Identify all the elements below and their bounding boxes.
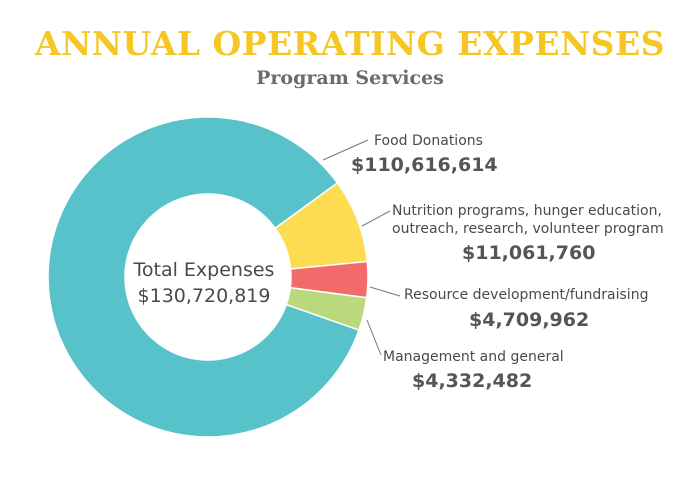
center-label: Total Expenses (133, 259, 275, 281)
value-resource-development: $4,709,962 (469, 309, 589, 331)
label-management-general: Management and general (383, 349, 564, 365)
center-value: $130,720,819 (138, 285, 271, 307)
value-management-general: $4,332,482 (412, 370, 532, 392)
label-nutrition-line-2: outreach, research, volunteer program (392, 221, 664, 237)
value-food-donations: $110,616,614 (351, 154, 498, 176)
slice-food-donations (47, 116, 360, 438)
donut-slices (47, 116, 369, 438)
value-nutrition-programs: $11,061,760 (462, 242, 595, 264)
chart-title: ANNUAL OPERATING EXPENSES (35, 24, 665, 63)
leader-line-food-donations (322, 139, 369, 161)
leader-line-resource-development (369, 286, 401, 297)
label-food-donations: Food Donations (374, 133, 483, 149)
slice-management-general (285, 286, 368, 332)
label-resource-development: Resource development/fundraising (404, 287, 648, 303)
leader-line-nutrition-programs (361, 210, 391, 227)
label-nutrition-line-1: Nutrition programs, hunger education, (392, 203, 662, 219)
leader-line-management-general (366, 319, 382, 356)
chart-subtitle: Program Services (256, 67, 444, 89)
